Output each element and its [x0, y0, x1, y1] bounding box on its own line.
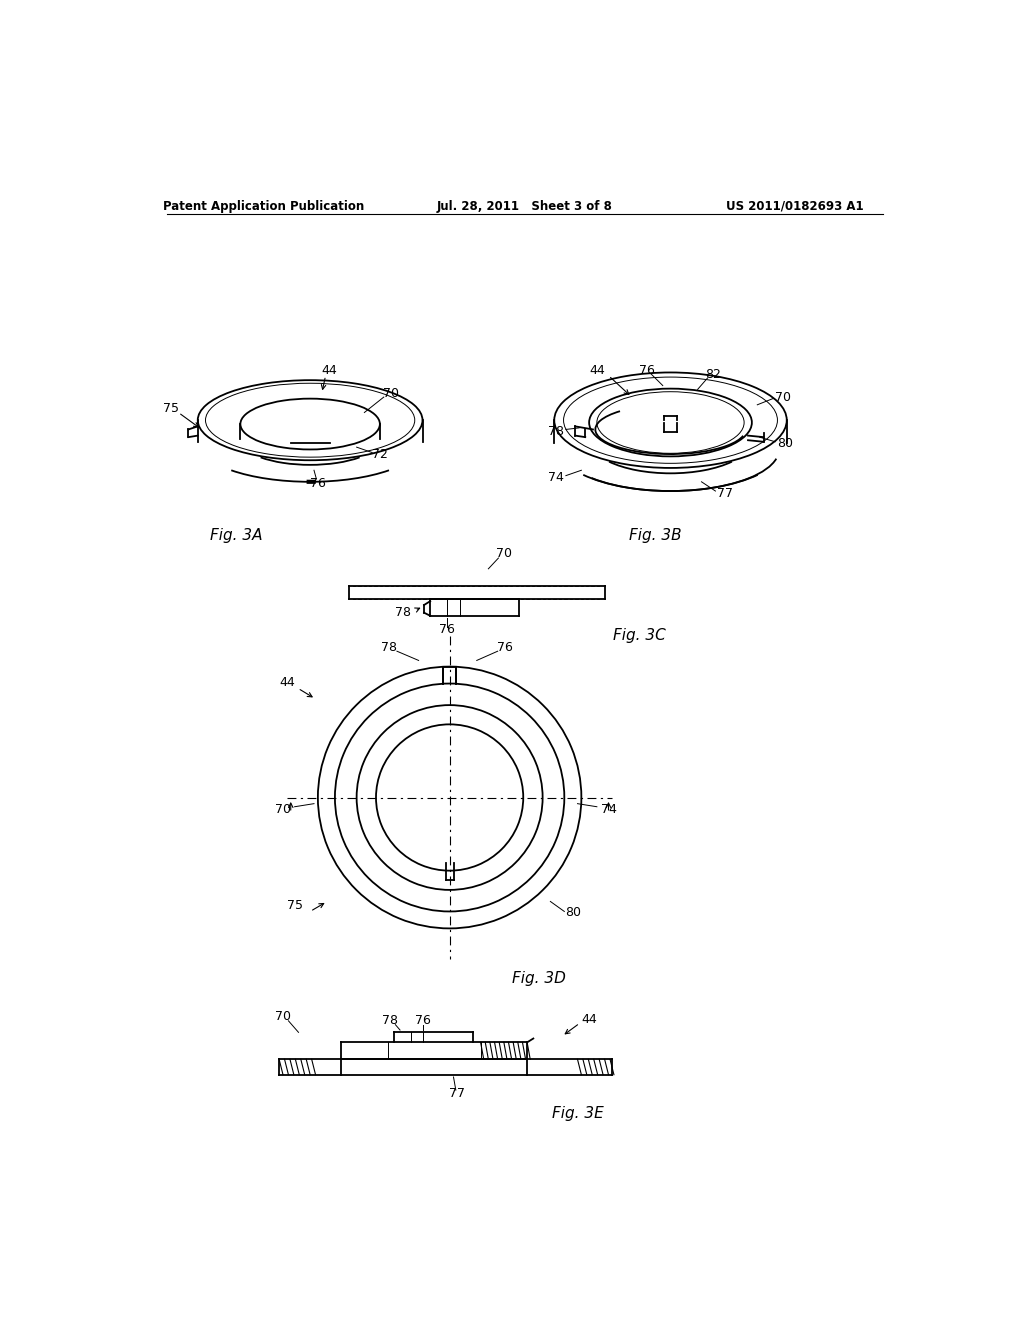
Text: 70: 70 [275, 1010, 291, 1023]
Text: Fig. 3B: Fig. 3B [629, 528, 681, 544]
Text: 70: 70 [775, 391, 791, 404]
Text: 78: 78 [395, 606, 411, 619]
Text: 44: 44 [582, 1012, 597, 1026]
Text: 74: 74 [600, 803, 616, 816]
Text: 76: 76 [310, 477, 326, 490]
Text: US 2011/0182693 A1: US 2011/0182693 A1 [726, 199, 863, 213]
Text: 44: 44 [589, 363, 605, 376]
Text: Jul. 28, 2011   Sheet 3 of 8: Jul. 28, 2011 Sheet 3 of 8 [437, 199, 612, 213]
Text: 80: 80 [777, 437, 794, 450]
Text: 77: 77 [717, 487, 733, 500]
Text: 76: 76 [639, 363, 655, 376]
Text: 74: 74 [548, 471, 564, 484]
Text: Fig. 3D: Fig. 3D [512, 972, 565, 986]
Text: Fig. 3E: Fig. 3E [552, 1106, 603, 1121]
Text: 76: 76 [416, 1014, 431, 1027]
Text: 80: 80 [565, 907, 582, 920]
Text: 76: 76 [498, 640, 513, 653]
Text: Fig. 3A: Fig. 3A [210, 528, 263, 544]
Text: 75: 75 [287, 899, 303, 912]
Text: 75: 75 [163, 403, 178, 416]
Text: Fig. 3C: Fig. 3C [613, 628, 666, 643]
Text: 76: 76 [439, 623, 456, 636]
Text: 70: 70 [496, 546, 512, 560]
Text: Patent Application Publication: Patent Application Publication [163, 199, 365, 213]
Text: 70: 70 [275, 803, 291, 816]
Text: 44: 44 [279, 676, 295, 689]
Text: 77: 77 [450, 1088, 465, 1101]
Text: 78: 78 [381, 640, 397, 653]
Text: 70: 70 [384, 387, 399, 400]
Text: 72: 72 [372, 449, 388, 462]
Text: 44: 44 [322, 363, 337, 376]
Text: 78: 78 [382, 1014, 398, 1027]
Text: 78: 78 [548, 425, 564, 438]
Text: 82: 82 [706, 367, 721, 380]
